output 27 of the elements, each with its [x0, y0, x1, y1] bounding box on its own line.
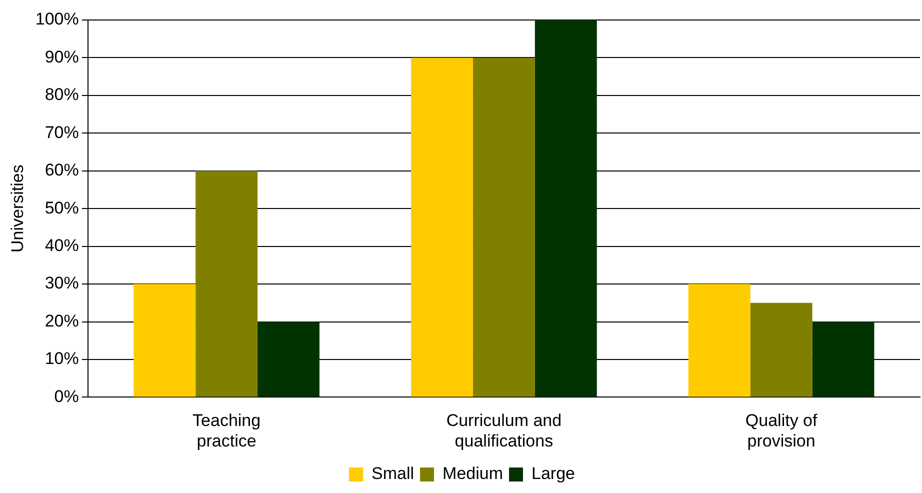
- legend-label: Medium: [442, 464, 503, 484]
- bar: [750, 302, 812, 397]
- bar: [411, 58, 473, 397]
- y-tick-label: 50%: [44, 198, 79, 218]
- bar: [472, 58, 535, 397]
- bar: [688, 284, 750, 397]
- y-tick-label: 10%: [44, 349, 79, 368]
- y-tick-label: 60%: [44, 160, 79, 180]
- y-tick-label: 20%: [44, 311, 79, 330]
- x-tick-label: Quality of provision: [745, 411, 818, 450]
- y-axis-title: Universities: [8, 164, 27, 253]
- legend-label: Small: [372, 464, 414, 484]
- bar: [196, 170, 258, 397]
- y-tick-label: 90%: [44, 47, 79, 66]
- y-tick-label: 30%: [44, 274, 79, 293]
- y-tick-label: 40%: [44, 236, 79, 256]
- y-tick-label: 80%: [44, 85, 79, 104]
- y-tick-label: 70%: [44, 122, 79, 142]
- bar: [258, 322, 320, 397]
- x-tick-label: Teaching practice: [192, 411, 261, 450]
- bar: [534, 20, 597, 397]
- y-tick-label: 0%: [54, 386, 79, 406]
- legend-label: Large: [531, 464, 575, 484]
- x-tick-label: Curriculum and qualifications: [446, 411, 562, 450]
- bar: [134, 284, 196, 397]
- bar: [812, 322, 874, 397]
- y-tick-label: 100%: [35, 10, 79, 29]
